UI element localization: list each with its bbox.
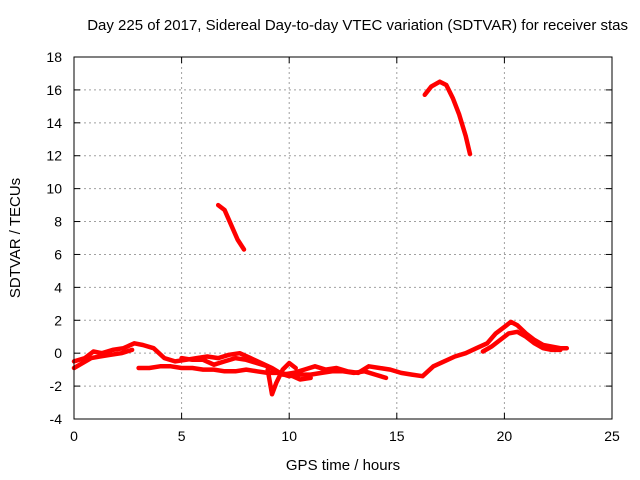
y-tick-label: 8 xyxy=(54,214,62,230)
y-tick-label: 2 xyxy=(54,312,62,328)
plot-frame xyxy=(73,56,613,420)
x-tick-label: 0 xyxy=(70,428,78,444)
series-low-band-b xyxy=(136,364,389,381)
y-tick-label: 4 xyxy=(54,279,62,295)
y-tick-label: 6 xyxy=(54,246,62,262)
y-tick-label: 10 xyxy=(46,181,62,197)
x-axis-label: GPS time / hours xyxy=(286,457,400,474)
series-dip xyxy=(265,360,298,397)
y-tick-label: 0 xyxy=(54,345,62,361)
y-tick-label: 18 xyxy=(46,49,62,65)
series-mid-arc xyxy=(215,202,247,252)
ticks-layer: 0 5 10 15 20 25 -4 -2 0 2 4 6 8 10 12 14 16 18 xyxy=(46,49,620,444)
y-tick-label: 16 xyxy=(46,82,62,98)
y-tick-label: 14 xyxy=(46,115,62,131)
x-tick-label: 20 xyxy=(497,428,513,444)
x-tick-label: 25 xyxy=(604,428,620,444)
grid-layer xyxy=(74,57,612,419)
series-rise-b xyxy=(480,329,563,354)
series-main-low-band xyxy=(71,319,570,379)
chart-title: Day 225 of 2017, Sidereal Day-to-day VTE… xyxy=(87,17,628,34)
y-tick-label: -4 xyxy=(50,411,63,427)
y-tick-label: 12 xyxy=(46,148,62,164)
x-tick-label: 10 xyxy=(281,428,297,444)
series-low-band-c xyxy=(179,355,313,382)
series-low-band-a xyxy=(71,347,135,371)
series-high-arc xyxy=(422,79,473,157)
x-tick-label: 5 xyxy=(178,428,186,444)
x-tick-label: 15 xyxy=(389,428,405,444)
series-layer xyxy=(71,79,570,397)
y-tick-label: -2 xyxy=(50,378,63,394)
y-axis-label: SDTVAR / TECUs xyxy=(7,178,24,298)
